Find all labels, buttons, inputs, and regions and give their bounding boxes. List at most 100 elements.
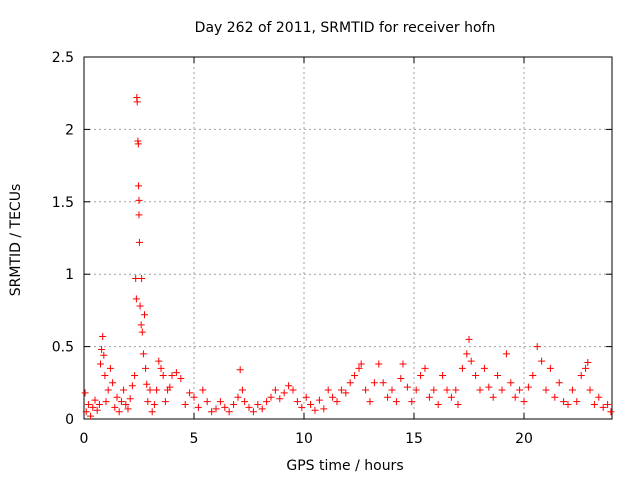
data-point [489,393,497,401]
data-point [582,364,590,372]
data-point [421,364,429,372]
data-point [91,396,99,404]
data-point [137,321,145,329]
data-point [230,401,238,409]
y-tick-label: 1 [65,267,74,283]
ticks [83,56,612,420]
data-point [298,403,306,411]
data-point [472,372,480,380]
data-point [93,406,101,414]
data-point [366,398,374,406]
data-point [604,401,612,409]
data-point [555,379,563,387]
data-point [115,408,123,416]
data-point [595,393,603,401]
data-point [106,364,114,372]
data-point [82,408,90,416]
data-point [161,398,169,406]
data-point [584,359,592,367]
x-tick-labels: 0 5 10 15 20 [80,431,533,447]
data-point [538,357,546,365]
data-point [568,386,576,394]
data-point [128,382,136,390]
data-point [337,386,345,394]
data-point [100,351,108,359]
data-point [520,398,528,406]
data-point [388,386,396,394]
data-point [124,405,132,413]
data-point [271,386,279,394]
data-point [81,389,89,397]
data-point [98,345,106,353]
data-point [245,403,253,411]
data-point [146,386,154,394]
data-point [324,386,332,394]
data-point [465,335,473,343]
data-point [370,379,378,387]
y-tick-label: 0.5 [52,340,74,356]
data-point [430,386,438,394]
data-point [138,275,146,283]
data-point [529,372,537,380]
data-point [577,372,585,380]
data-point [138,328,146,336]
data-point [263,398,271,406]
data-point [194,403,202,411]
data-point [181,401,189,409]
data-point [392,398,400,406]
data-point [133,98,141,106]
data-point [439,372,447,380]
data-point [560,398,568,406]
data-point [203,398,211,406]
data-point [463,350,471,358]
data-point [99,332,107,340]
data-point [122,401,130,409]
data-point [311,406,319,414]
data-point [590,401,598,409]
y-axis-label: SRMTID / TECUs [8,184,24,297]
data-point [153,386,161,394]
plot-frame [83,56,613,420]
x-tick-label: 5 [190,431,199,447]
data-point [333,398,341,406]
data-point [177,374,185,382]
data-point [355,364,363,372]
data-point [285,382,293,390]
data-point [524,383,532,391]
data-point [135,211,143,219]
data-point [238,386,246,394]
data-point [307,401,315,409]
data-point [236,366,244,374]
y-tick-labels: 0 0.5 1 1.5 2 2.5 [52,50,74,428]
data-point [172,369,180,377]
data-point [186,389,194,397]
data-point [249,408,257,416]
data-point [412,386,420,394]
data-point [132,275,140,283]
data-point [139,350,147,358]
data-point [131,372,139,380]
data-point [375,360,383,368]
x-tick-label: 10 [295,431,313,447]
data-point [542,386,550,394]
data-point [111,403,119,411]
data-point [302,393,310,401]
data-point [417,372,425,380]
data-point [551,393,559,401]
data-point [135,182,143,190]
data-point [586,386,594,394]
data-point [397,374,405,382]
data-point [533,343,541,351]
data-point [362,386,370,394]
data-point [113,393,121,401]
data-point [293,398,301,406]
data-point [443,386,451,394]
data-point [212,405,220,413]
data-point [511,393,519,401]
data-point [135,196,143,204]
data-point [84,401,92,409]
data-point [320,405,328,413]
y-tick-label: 2 [65,122,74,138]
data-point [485,383,493,391]
